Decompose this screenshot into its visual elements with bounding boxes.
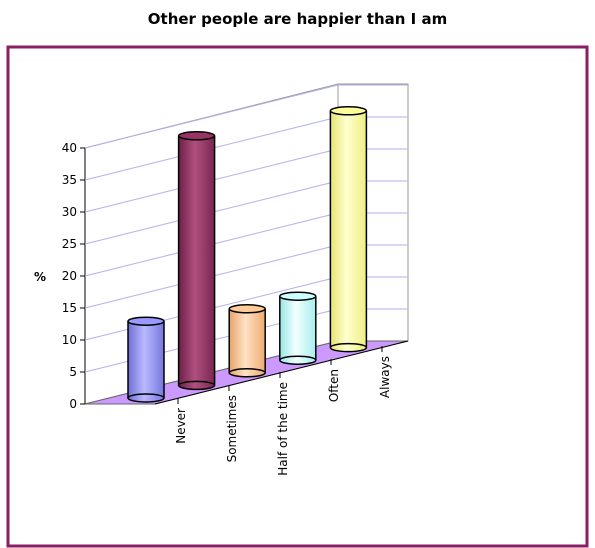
y-axis-label: % <box>34 270 46 284</box>
bar-3 <box>228 304 266 378</box>
bar-1 <box>127 316 165 403</box>
x-tick-label: Half of the time <box>276 382 290 476</box>
bar-2 <box>177 131 216 391</box>
y-tick-label: 40 <box>62 141 77 155</box>
x-tick-label: Never <box>174 408 188 444</box>
y-tick-label: 0 <box>69 397 77 411</box>
y-tick-label: 15 <box>62 301 77 315</box>
x-tick-label: Always <box>378 356 392 398</box>
y-tick-label: 10 <box>62 333 77 347</box>
x-axis-line <box>154 340 409 405</box>
chart-title: Other people are happier than I am <box>147 10 448 28</box>
x-tick-label: Often <box>327 369 341 402</box>
y-tick-label: 5 <box>69 365 77 379</box>
y-tick-label: 35 <box>62 173 77 187</box>
y-tick-label: 20 <box>62 269 77 283</box>
bar-4 <box>279 291 317 365</box>
gridline <box>84 84 339 149</box>
y-tick-label: 30 <box>62 205 77 219</box>
y-tick-label: 25 <box>62 237 77 251</box>
bar-5 <box>329 106 368 353</box>
x-tick-label: Sometimes <box>225 395 239 462</box>
chart-frame <box>6 45 589 548</box>
